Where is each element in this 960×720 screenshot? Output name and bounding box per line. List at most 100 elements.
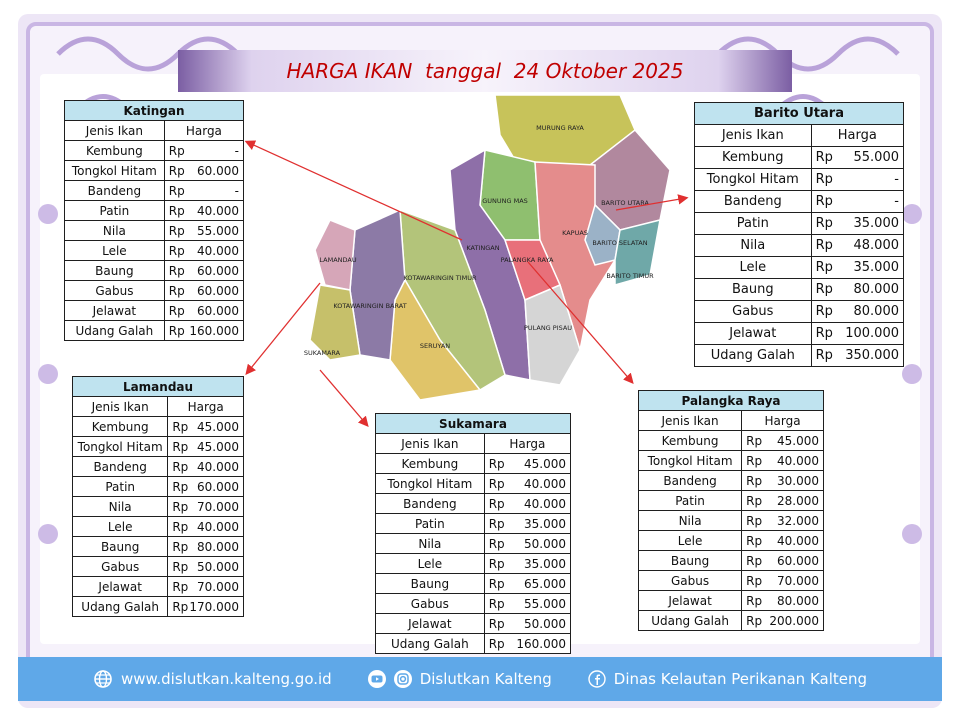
footer-social[interactable]: Dislutkan Kalteng: [367, 670, 552, 688]
price-cell: Rp 40.000: [741, 450, 824, 471]
price-value: -: [234, 183, 239, 198]
price-cell: Rp 55.000: [810, 146, 905, 169]
fish-name-cell: Patin: [637, 490, 743, 511]
currency-label: Rp: [815, 326, 833, 341]
column-header-price: Harga: [167, 396, 244, 417]
arrow-sukamara: [319, 369, 369, 427]
table-row: Gabus Rp 50.000: [71, 556, 244, 577]
price-cell: Rp 35.000: [483, 513, 572, 534]
price-value: 40.000: [197, 519, 239, 534]
price-value: 30.000: [777, 473, 819, 488]
currency-label: Rp: [815, 194, 833, 209]
fish-name-cell: Gabus: [637, 570, 743, 591]
price-cell: Rp 40.000: [163, 240, 245, 261]
price-value: 35.000: [853, 216, 900, 231]
currency-label: Rp: [488, 456, 505, 471]
map-label-kapuas: KAPUAS: [562, 229, 588, 237]
fish-name-cell: Jelawat: [71, 576, 169, 597]
table-row: Lele Rp 40.000: [637, 530, 824, 551]
price-value: 35.000: [524, 556, 566, 571]
price-cell: Rp 45.000: [167, 416, 244, 437]
price-cell: Rp 50.000: [167, 556, 244, 577]
price-cell: Rp 70.000: [167, 496, 244, 517]
price-value: 170.000: [189, 599, 239, 614]
price-cell: Rp 50.000: [483, 613, 572, 634]
table-row: Baung Rp 60.000: [64, 260, 245, 281]
price-value: 55.000: [197, 223, 239, 238]
footer-website[interactable]: www.dislutkan.kalteng.go.id: [93, 669, 332, 689]
table-row: Lele Rp 40.000: [64, 240, 245, 261]
map-region-sukamara: [309, 284, 361, 361]
price-value: -: [894, 194, 899, 209]
arrow-palangka-raya: [527, 261, 634, 384]
fish-name-cell: Patin: [71, 476, 169, 497]
price-cell: Rp 80.000: [741, 590, 824, 611]
currency-label: Rp: [172, 479, 189, 494]
price-value: 60.000: [197, 303, 239, 318]
table-row: Nila Rp 70.000: [71, 496, 244, 517]
map-label-palangka-raya: PALANGKA RAYA: [501, 256, 554, 264]
price-value: 70.000: [777, 573, 819, 588]
price-table-katingan: Katingan Jenis Ikan Harga Kembung Rp - Tong…: [64, 100, 245, 341]
fish-name-cell: Udang Galah: [375, 633, 485, 654]
price-cell: Rp 80.000: [167, 536, 244, 557]
currency-label: Rp: [815, 150, 833, 165]
fish-name-cell: Baung: [637, 550, 743, 571]
arrow-barito-utara: [615, 194, 689, 211]
table-row: Tongkol Hitam Rp 40.000: [375, 473, 572, 494]
price-cell: Rp 40.000: [483, 473, 572, 494]
fish-name-cell: Jelawat: [64, 300, 165, 321]
price-value: 160.000: [516, 636, 566, 651]
table-row: Tongkol Hitam Rp -: [694, 168, 905, 191]
table-row: Baung Rp 80.000: [694, 278, 905, 301]
table-row: Gabus Rp 55.000: [375, 593, 572, 614]
column-header-fish: Jenis Ikan: [694, 124, 812, 147]
table-row: Tongkol Hitam Rp 60.000: [64, 160, 245, 181]
price-value: 60.000: [197, 263, 239, 278]
map-region-pulang-pisau: [524, 283, 581, 386]
price-value: 50.000: [197, 559, 239, 574]
table-row: Gabus Rp 80.000: [694, 300, 905, 323]
price-value: -: [894, 172, 899, 187]
price-cell: Rp 60.000: [167, 476, 244, 497]
price-value: 50.000: [524, 616, 566, 631]
price-value: 45.000: [524, 456, 566, 471]
currency-label: Rp: [488, 476, 505, 491]
price-cell: Rp 160.000: [483, 633, 572, 654]
price-value: 80.000: [197, 539, 239, 554]
price-value: 40.000: [197, 243, 239, 258]
footer-facebook[interactable]: Dinas Kelautan Perikanan Kalteng: [588, 670, 867, 688]
currency-label: Rp: [815, 216, 833, 231]
price-cell: Rp 35.000: [810, 256, 905, 279]
currency-label: Rp: [815, 260, 833, 275]
map-label-kotawaringin-barat: KOTAWARINGIN BARAT: [333, 302, 406, 310]
price-value: 32.000: [777, 513, 819, 528]
table-row: Patin Rp 28.000: [637, 490, 824, 511]
price-value: 40.000: [524, 476, 566, 491]
price-cell: Rp 45.000: [741, 430, 824, 451]
fish-name-cell: Baung: [71, 536, 169, 557]
currency-label: Rp: [172, 499, 189, 514]
fish-name-cell: Udang Galah: [71, 596, 169, 617]
footer-facebook-text: Dinas Kelautan Perikanan Kalteng: [613, 670, 868, 688]
currency-label: Rp: [746, 533, 763, 548]
price-cell: Rp 200.000: [741, 610, 824, 631]
currency-label: Rp: [746, 453, 763, 468]
fish-name-cell: Gabus: [375, 593, 485, 614]
fish-name-cell: Tongkol Hitam: [637, 450, 743, 471]
currency-label: Rp: [172, 459, 189, 474]
price-value: 45.000: [197, 439, 239, 454]
table-row: Udang Galah Rp 160.000: [375, 633, 572, 654]
map-label-murung-raya: MURUNG RAYA: [536, 124, 584, 132]
currency-label: Rp: [168, 223, 185, 238]
table-row: Jelawat Rp 60.000: [64, 300, 245, 321]
fish-name-cell: Jelawat: [694, 322, 812, 345]
column-header-price: Harga: [483, 433, 572, 454]
table-row: Kembung Rp 45.000: [637, 430, 824, 451]
price-cell: Rp 70.000: [167, 576, 244, 597]
price-cell: Rp 35.000: [483, 553, 572, 574]
column-header-fish: Jenis Ikan: [64, 120, 165, 141]
currency-label: Rp: [168, 183, 185, 198]
table-row: Lele Rp 35.000: [375, 553, 572, 574]
column-header-price: Harga: [810, 124, 905, 147]
